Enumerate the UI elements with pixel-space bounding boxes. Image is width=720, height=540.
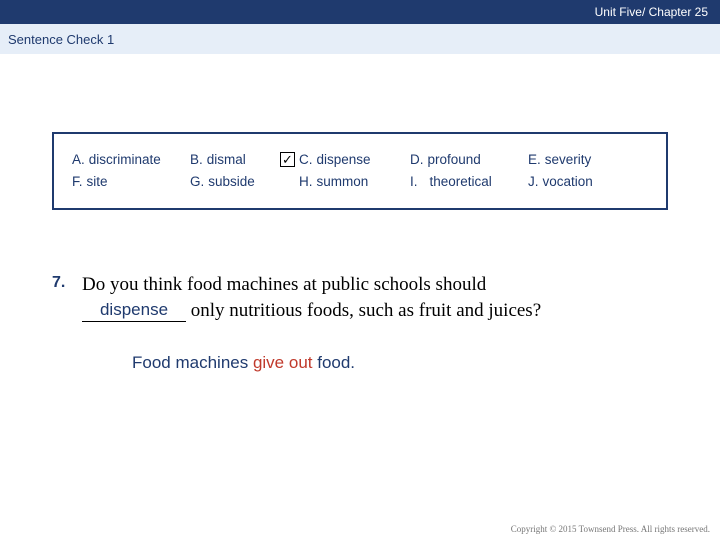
hint-part1: Food machines [132, 353, 253, 372]
letter: B. [190, 152, 203, 167]
word-i: I. theoretical [410, 174, 528, 189]
word-g: G. subside [190, 174, 280, 189]
letter: D. [410, 152, 424, 167]
letter: G. [190, 174, 204, 189]
letter: I. [410, 174, 418, 189]
word-row-2: F. site G. subside H. summon I. theoreti… [72, 170, 648, 192]
question-number: 7. [52, 272, 82, 292]
word: dispense [317, 152, 371, 167]
word: profound [428, 152, 481, 167]
letter: H. [299, 174, 313, 189]
word: site [87, 174, 108, 189]
subheader-title: Sentence Check 1 [8, 32, 114, 47]
question-area: 7. Do you think food machines at public … [0, 272, 720, 373]
hint-text: Food machines give out food. [132, 353, 668, 373]
word: dismal [207, 152, 246, 167]
word-b: B. dismal [190, 152, 280, 167]
answer-blank: dispense [82, 298, 186, 324]
word-row-1: A. discriminate B. dismal ✓ C. dispense … [72, 148, 648, 170]
word: theoretical [430, 174, 492, 189]
question-row: 7. Do you think food machines at public … [52, 272, 668, 323]
word-f: F. site [72, 174, 190, 189]
word: discriminate [89, 152, 161, 167]
spacer [0, 54, 720, 132]
checkmark-icon: ✓ [280, 152, 295, 167]
hint-part3: food. [313, 353, 356, 372]
word-bank: A. discriminate B. dismal ✓ C. dispense … [52, 132, 668, 210]
word-d: D. profound [410, 152, 528, 167]
letter: A. [72, 152, 85, 167]
header-bar: Unit Five/ Chapter 25 [0, 0, 720, 24]
question-body: Do you think food machines at public sch… [82, 272, 541, 323]
letter: J. [528, 174, 539, 189]
word-a: A. discriminate [72, 152, 190, 167]
word-e: E. severity [528, 152, 591, 167]
header-title: Unit Five/ Chapter 25 [595, 5, 708, 19]
copyright-footer: Copyright © 2015 Townsend Press. All rig… [511, 524, 710, 534]
word: vocation [543, 174, 593, 189]
question-line1: Do you think food machines at public sch… [82, 274, 486, 295]
question-line2: only nutritious foods, such as fruit and… [186, 300, 541, 321]
word-j: J. vocation [528, 174, 593, 189]
letter: E. [528, 152, 541, 167]
word: subside [208, 174, 255, 189]
letter: F. [72, 174, 83, 189]
word: summon [317, 174, 369, 189]
letter: C. [299, 152, 313, 167]
subheader: Sentence Check 1 [0, 24, 720, 54]
answer-word: dispense [100, 300, 168, 319]
hint-part2: give out [253, 353, 313, 372]
word-c: ✓ C. dispense [280, 152, 410, 167]
word-h: H. summon [280, 174, 410, 189]
word: severity [545, 152, 592, 167]
blank-underline [82, 321, 186, 322]
